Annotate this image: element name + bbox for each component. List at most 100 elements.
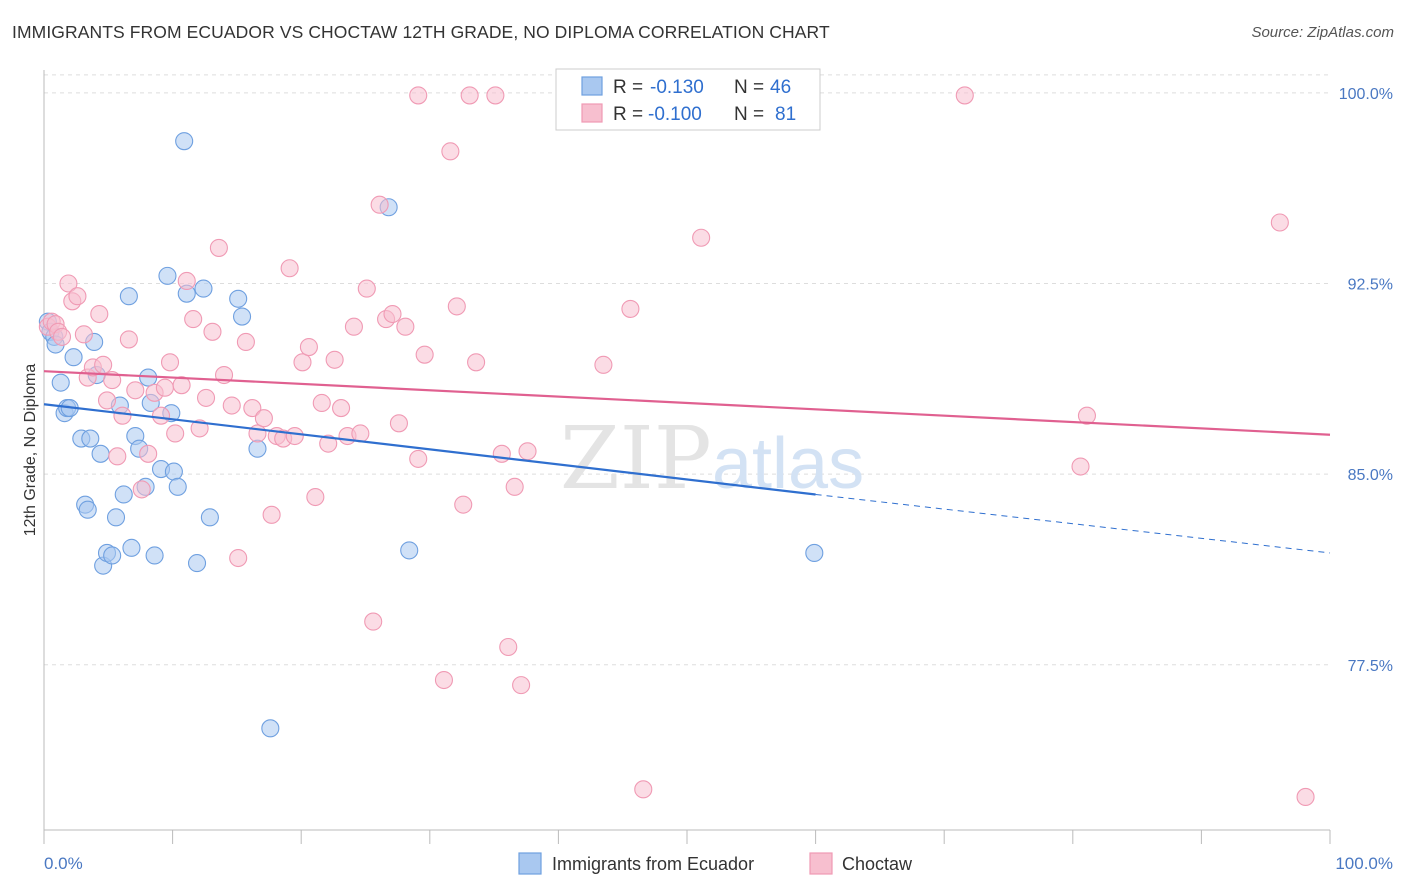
- point-choctaw: [94, 355, 113, 374]
- trend-lines: [43, 370, 1331, 554]
- point-choctaw: [486, 86, 505, 105]
- point-choctaw: [396, 317, 415, 336]
- point-choctaw: [460, 86, 479, 105]
- point-ecuador: [400, 541, 419, 560]
- point-ecuador: [81, 429, 100, 448]
- gridlines: [44, 74, 1330, 666]
- point-choctaw: [74, 325, 93, 344]
- point-ecuador: [119, 287, 138, 306]
- point-choctaw: [172, 376, 191, 395]
- point-choctaw: [344, 317, 363, 336]
- trend-line-ecuador-extension: [815, 493, 1331, 554]
- point-choctaw: [454, 495, 473, 514]
- point-choctaw: [151, 406, 171, 425]
- point-choctaw: [409, 86, 428, 105]
- point-choctaw: [160, 353, 180, 372]
- point-choctaw: [351, 424, 370, 443]
- point-choctaw: [447, 297, 466, 316]
- point-choctaw: [634, 780, 653, 799]
- point-choctaw: [132, 480, 151, 499]
- series-choctaw-points: [38, 86, 1315, 807]
- point-choctaw: [370, 195, 389, 214]
- trend-line-ecuador: [43, 403, 816, 496]
- point-choctaw: [1296, 787, 1315, 807]
- legend-label-ecuador: Immigrants from Ecuador: [552, 854, 754, 874]
- point-choctaw: [209, 238, 228, 257]
- point-choctaw: [415, 345, 434, 364]
- point-choctaw: [293, 353, 312, 372]
- point-choctaw: [434, 670, 453, 690]
- point-choctaw: [499, 637, 518, 657]
- x-tick-label-min: 0.0%: [44, 854, 83, 873]
- point-choctaw: [280, 259, 299, 278]
- point-choctaw: [1071, 457, 1090, 476]
- point-choctaw: [955, 86, 974, 105]
- stats-n-label-choctaw: N =: [734, 104, 764, 125]
- stats-swatch-choctaw: [581, 103, 603, 123]
- point-choctaw: [59, 274, 78, 293]
- point-choctaw: [467, 353, 486, 372]
- point-choctaw: [190, 419, 209, 438]
- point-choctaw: [518, 442, 537, 461]
- point-choctaw: [319, 434, 338, 453]
- point-ecuador: [168, 477, 187, 496]
- point-choctaw: [52, 327, 72, 346]
- point-ecuador: [229, 289, 248, 308]
- point-ecuador: [187, 554, 207, 573]
- x-axis-ticks: [43, 830, 1331, 844]
- stats-r-label-choctaw: R =: [613, 104, 643, 125]
- point-choctaw: [364, 612, 383, 631]
- point-choctaw: [492, 444, 511, 463]
- legend: Immigrants from Ecuador Choctaw: [518, 852, 913, 875]
- stats-r-label-ecuador: R =: [613, 77, 643, 98]
- point-choctaw: [166, 424, 185, 443]
- watermark: ZIP atlas: [560, 409, 864, 509]
- stats-swatch-ecuador: [581, 76, 603, 96]
- point-ecuador: [248, 439, 267, 458]
- point-choctaw: [1077, 406, 1096, 425]
- point-ecuador: [164, 462, 183, 481]
- point-choctaw: [229, 548, 248, 568]
- point-ecuador: [51, 373, 70, 392]
- point-ecuador: [78, 500, 97, 519]
- point-choctaw: [621, 299, 640, 318]
- point-choctaw: [126, 381, 145, 400]
- point-choctaw: [196, 388, 216, 407]
- y-axis-title: 12th Grade, No Diploma: [22, 364, 39, 537]
- y-tick-label: 100.0%: [1339, 86, 1393, 103]
- point-choctaw: [1270, 213, 1289, 232]
- point-choctaw: [357, 279, 376, 298]
- point-ecuador: [232, 307, 252, 326]
- point-choctaw: [184, 310, 203, 329]
- point-choctaw: [594, 355, 613, 374]
- point-choctaw: [389, 414, 408, 433]
- point-ecuador: [64, 348, 83, 367]
- point-ecuador: [200, 508, 219, 527]
- point-choctaw: [285, 426, 304, 446]
- watermark-zip: ZIP: [560, 409, 712, 509]
- point-choctaw: [97, 391, 117, 410]
- point-ecuador: [158, 266, 177, 285]
- point-choctaw: [692, 228, 711, 247]
- point-ecuador: [175, 132, 194, 151]
- series-ecuador-points: [38, 132, 824, 738]
- point-choctaw: [222, 396, 241, 415]
- point-ecuador: [106, 508, 126, 527]
- point-ecuador: [194, 279, 213, 298]
- point-ecuador: [103, 546, 122, 565]
- point-ecuador: [261, 719, 280, 738]
- point-choctaw: [332, 399, 351, 418]
- point-choctaw: [383, 304, 402, 324]
- point-choctaw: [505, 477, 524, 496]
- point-ecuador: [91, 444, 110, 463]
- legend-label-choctaw: Choctaw: [842, 854, 913, 874]
- point-choctaw: [68, 287, 87, 306]
- chart-title: IMMIGRANTS FROM ECUADOR VS CHOCTAW 12TH …: [12, 22, 830, 42]
- y-tick-label: 77.5%: [1348, 658, 1393, 675]
- x-tick-label-max: 100.0%: [1335, 854, 1393, 873]
- point-ecuador: [145, 546, 164, 565]
- stats-n-value-choctaw: 81: [775, 104, 796, 125]
- stats-r-value-choctaw: -0.100: [648, 104, 702, 125]
- point-choctaw: [108, 447, 127, 466]
- point-choctaw: [312, 393, 331, 413]
